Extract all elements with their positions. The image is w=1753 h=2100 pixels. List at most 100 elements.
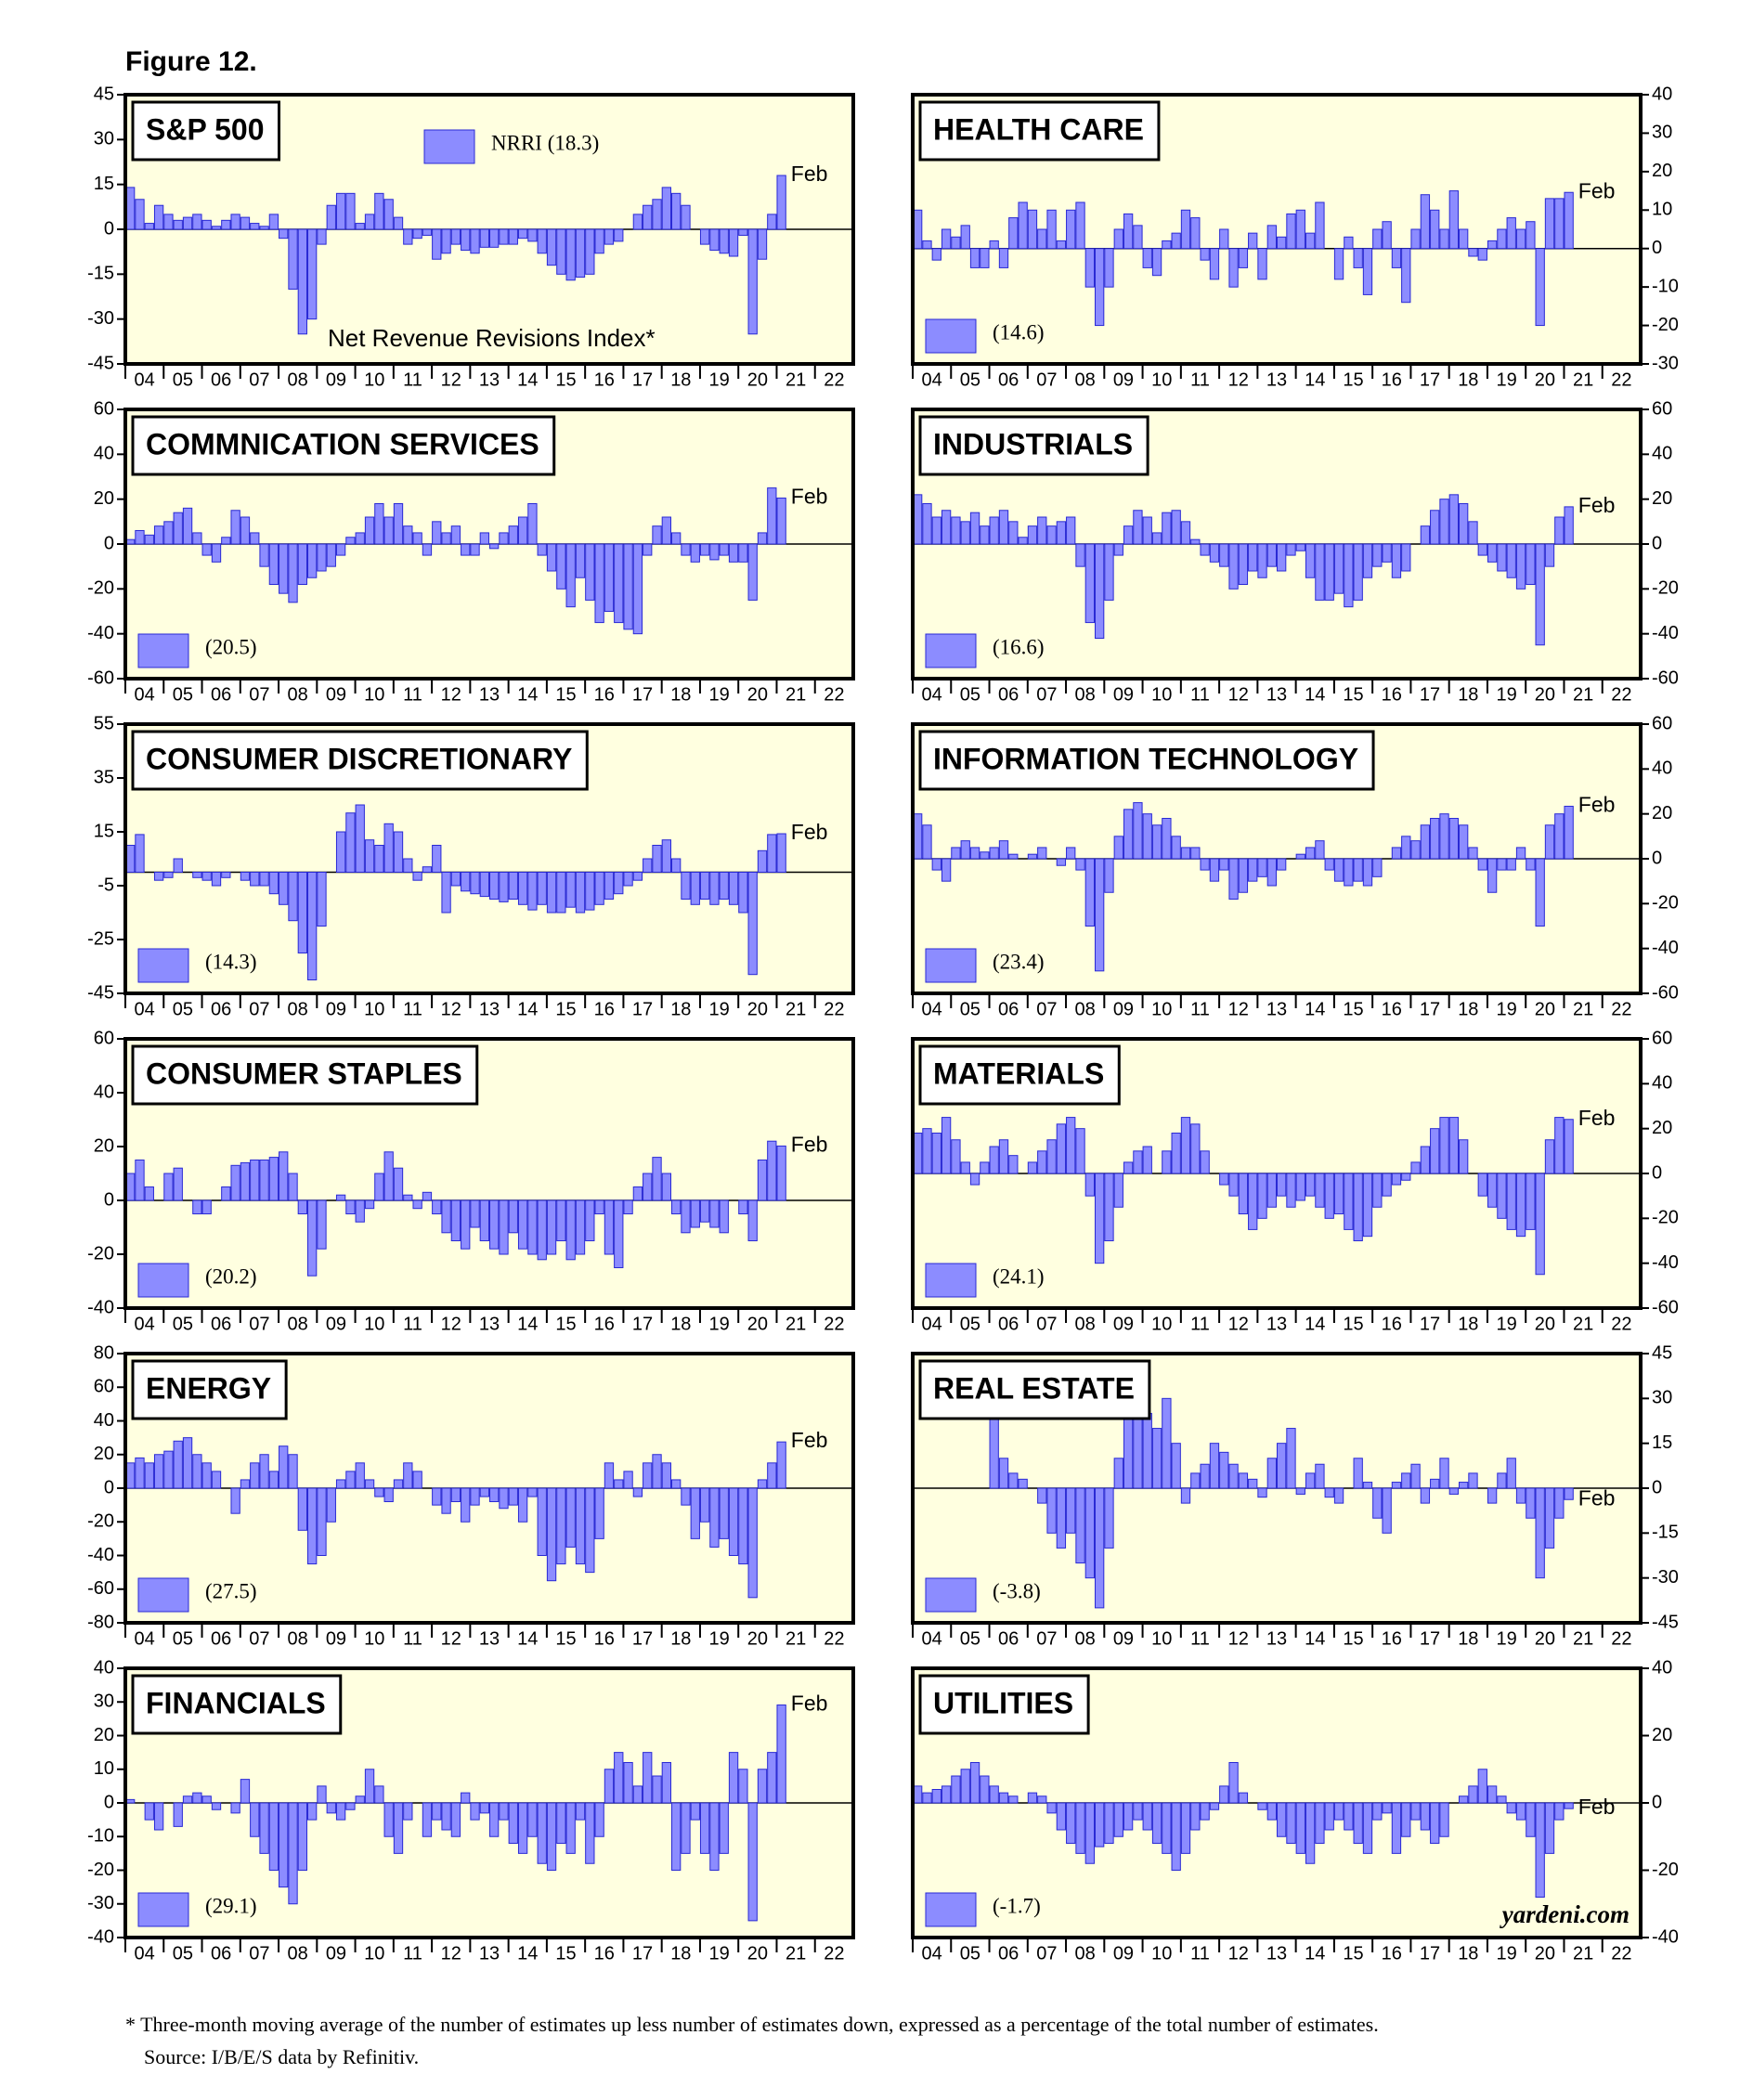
- bar: [517, 1199, 528, 1250]
- bar: [980, 1775, 990, 1804]
- bar: [709, 543, 720, 561]
- bar: [565, 228, 576, 281]
- bar: [1468, 1785, 1478, 1804]
- x-tick-label: 18: [1458, 369, 1478, 390]
- x-tick-label: 04: [922, 999, 942, 1019]
- bar: [527, 872, 538, 911]
- bar: [1344, 543, 1354, 608]
- bar: [182, 1795, 193, 1804]
- y-tick-label: 45: [94, 84, 114, 104]
- y-tick-label: -60: [1652, 668, 1679, 688]
- y-tick-label: 60: [94, 1377, 114, 1397]
- bar: [575, 543, 586, 578]
- x-tick-label: 13: [1266, 1314, 1287, 1334]
- x-tick-label: 04: [922, 1628, 942, 1649]
- title-box: [918, 1359, 1151, 1420]
- bar: [355, 1462, 365, 1489]
- bar: [499, 1487, 509, 1510]
- bar: [585, 1802, 595, 1864]
- bar: [1228, 858, 1239, 900]
- bar: [317, 543, 327, 572]
- legend-label: (27.5): [205, 1579, 257, 1602]
- bar: [1497, 228, 1507, 250]
- watermark: yardeni.com: [1500, 1900, 1630, 1928]
- bar: [565, 1802, 576, 1854]
- x-tick-label: 16: [594, 999, 615, 1019]
- bar: [652, 1157, 662, 1201]
- bar: [1219, 228, 1229, 250]
- bar: [182, 1437, 193, 1489]
- bar: [422, 543, 433, 556]
- bar: [1506, 1458, 1516, 1489]
- bar: [1266, 225, 1277, 250]
- bar: [508, 872, 518, 900]
- x-tick-label: 17: [1420, 684, 1440, 705]
- bar: [1515, 228, 1526, 250]
- bar: [489, 1487, 500, 1502]
- bar: [250, 1462, 260, 1489]
- x-tick-label: 19: [708, 1628, 729, 1649]
- bar: [1564, 191, 1574, 250]
- x-tick-label: 15: [1343, 1628, 1363, 1649]
- y-tick-label: -40: [1652, 1252, 1679, 1273]
- x-tick-label: 17: [1420, 1943, 1440, 1964]
- x-tick-label: 05: [173, 1628, 193, 1649]
- bar: [1497, 858, 1507, 871]
- bar: [1487, 240, 1498, 250]
- x-tick-label: 13: [1266, 1628, 1287, 1649]
- x-tick-label: 15: [1343, 1314, 1363, 1334]
- y-tick-label: -20: [1652, 578, 1679, 599]
- x-tick-label: 12: [441, 1314, 461, 1334]
- y-tick-label: -45: [87, 353, 114, 373]
- bar: [1277, 1802, 1287, 1837]
- bar: [643, 204, 653, 230]
- x-tick-label: 09: [1113, 684, 1134, 705]
- bar: [1459, 824, 1469, 860]
- bar: [719, 228, 729, 254]
- x-tick-label: 07: [249, 1943, 269, 1964]
- bar: [268, 1802, 279, 1871]
- x-tick-label: 07: [249, 684, 269, 705]
- bar: [374, 1173, 384, 1201]
- bar: [517, 516, 528, 545]
- bar: [450, 525, 461, 545]
- x-tick-label: 06: [998, 684, 1019, 705]
- bar: [364, 214, 375, 230]
- bar: [1382, 543, 1392, 563]
- x-tick-label: 21: [1573, 999, 1593, 1019]
- x-tick-label: 04: [135, 684, 155, 705]
- bar: [1333, 543, 1344, 594]
- plot-border: [911, 408, 1643, 681]
- bar: [681, 204, 691, 230]
- bar: [1295, 853, 1305, 860]
- bar: [432, 845, 442, 873]
- bar: [173, 219, 183, 230]
- bar: [1315, 1802, 1325, 1844]
- bar: [1344, 1802, 1354, 1831]
- bar: [1037, 1150, 1047, 1174]
- x-tick-label: 13: [479, 1314, 500, 1334]
- x-tick-label: 05: [173, 1943, 193, 1964]
- x-tick-label: 05: [173, 1314, 193, 1334]
- y-tick-label: -30: [87, 1893, 114, 1913]
- bar: [1305, 1802, 1316, 1864]
- bar: [1497, 1472, 1507, 1489]
- bar: [173, 1167, 183, 1201]
- bar: [1315, 1173, 1325, 1208]
- bar: [250, 1160, 260, 1201]
- bar: [1430, 510, 1440, 545]
- y-tick-label: -10: [1652, 276, 1679, 296]
- title-box: [131, 415, 556, 476]
- title-box: [131, 1674, 343, 1735]
- bar: [441, 228, 451, 254]
- bar: [1410, 1161, 1421, 1174]
- x-tick-label: 21: [786, 369, 806, 390]
- bar: [980, 525, 990, 545]
- bar: [1123, 809, 1134, 860]
- bar: [614, 543, 624, 624]
- x-tick-label: 10: [364, 999, 384, 1019]
- bar: [450, 1487, 461, 1502]
- bar: [1133, 225, 1143, 250]
- bar: [1353, 543, 1363, 601]
- x-tick-label: 12: [441, 1628, 461, 1649]
